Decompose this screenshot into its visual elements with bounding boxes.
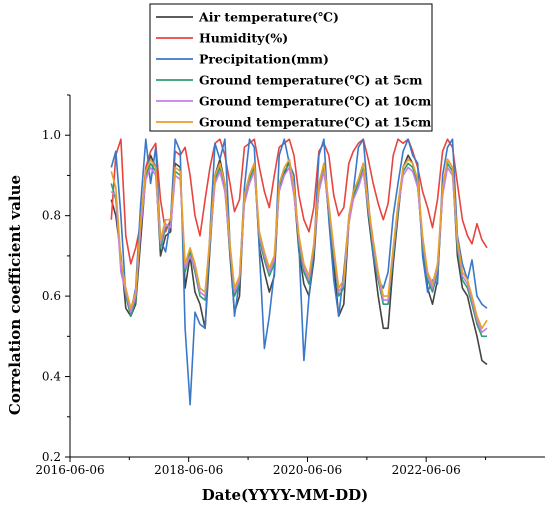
legend-label-6: Ground temperature(℃) at 15cm (199, 115, 431, 130)
series-line-3 (110, 138, 488, 406)
x-tick-label: 2018-06-06 (154, 463, 223, 477)
legend-label-4: Ground temperature(℃) at 5cm (199, 73, 423, 88)
series-line-6 (110, 158, 488, 330)
y-axis-title: Correlation coefficient value (6, 175, 24, 415)
y-tick-label: 1.0 (42, 128, 61, 142)
y-tick-label: 0.6 (42, 289, 61, 303)
legend: Air temperature(℃) Humidity(%) Precipitati… (149, 3, 433, 132)
y-tick-label: 0.2 (42, 450, 61, 464)
plot-lines (110, 138, 488, 406)
x-axis-title: Date(YYYY-MM-DD) (202, 486, 368, 504)
y-tick-label: 0.4 (42, 370, 61, 384)
legend-label-2: Humidity(%) (199, 31, 288, 46)
legend-label-1: Air temperature(℃) (198, 10, 339, 25)
x-tick-label: 2022-06-06 (392, 463, 461, 477)
legend-label-3: Precipitation(mm) (199, 52, 329, 67)
legend-label-5: Ground temperature(℃) at 10cm (199, 94, 431, 109)
y-tick-label: 0.8 (42, 209, 61, 223)
axes: 2016-06-06 2018-06-06 2020-06-06 2022-06-06… (35, 94, 545, 477)
x-tick-label: 2020-06-06 (273, 463, 342, 477)
legend-box (149, 3, 433, 132)
x-tick-label: 2016-06-06 (35, 463, 104, 477)
